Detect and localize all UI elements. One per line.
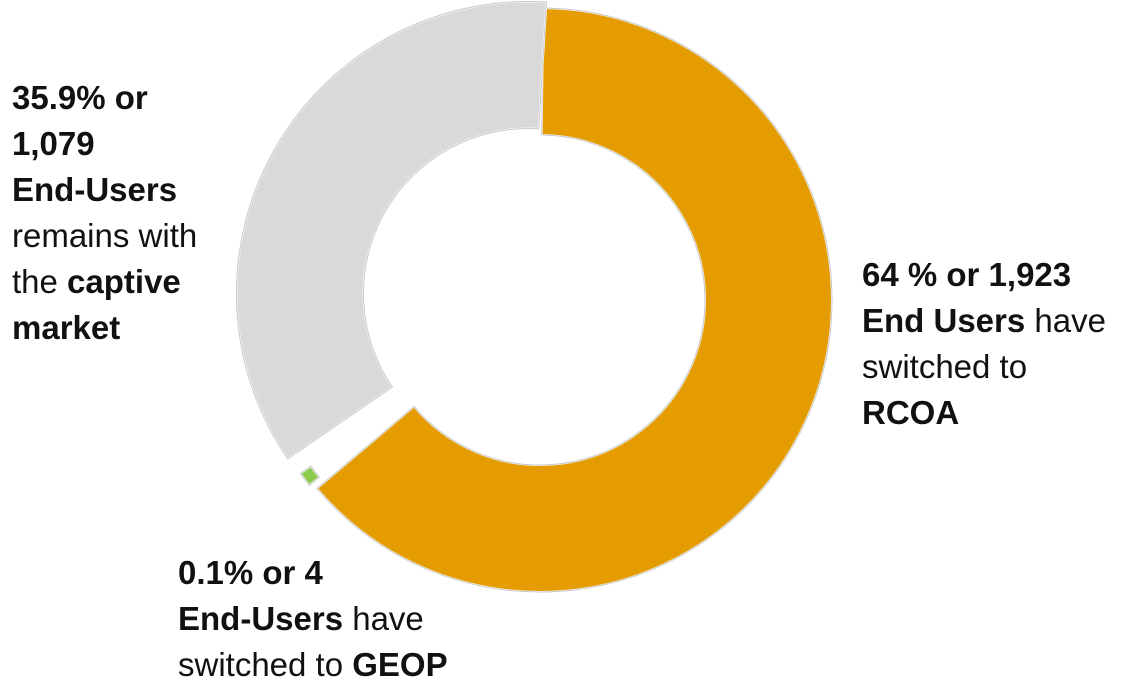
slice-label-line: 1,079 bbox=[12, 121, 252, 167]
slice-label-line: End-Users bbox=[12, 167, 252, 213]
donut-slice-outline-captive bbox=[235, 0, 547, 460]
donut-slice-geop bbox=[298, 464, 321, 487]
donut-slice-outline-rcoa bbox=[316, 7, 833, 593]
label-bold-text: End-Users bbox=[178, 600, 344, 637]
slice-label-line: 0.1% or 4 bbox=[178, 550, 498, 596]
label-bold-text: market bbox=[12, 309, 121, 346]
slice-label-line: the captive bbox=[12, 259, 252, 305]
donut-slice-outline-geop bbox=[299, 465, 321, 487]
label-bold-text: 35.9% or bbox=[12, 79, 148, 116]
slice-label-line: remains with bbox=[12, 213, 252, 259]
donut-slices bbox=[235, 0, 833, 593]
label-text: switched to bbox=[862, 348, 1028, 385]
slice-label-captive: 35.9% or 1,079 End-Users remains with the ca… bbox=[12, 75, 252, 351]
slice-label-geop: 0.1% or 4 End-Users have switched to GEOP bbox=[178, 550, 498, 688]
label-bold-text: 0.1% or 4 bbox=[178, 554, 323, 591]
slice-label-rcoa: 64 % or 1,923 End Users have switched to RC… bbox=[862, 252, 1130, 436]
slice-label-line: End-Users have bbox=[178, 596, 498, 642]
slice-label-line: switched to GEOP bbox=[178, 642, 498, 688]
slice-label-line: End Users have bbox=[862, 298, 1130, 344]
label-bold-text: 64 % or 1,923 bbox=[862, 256, 1072, 293]
label-text: switched to bbox=[178, 646, 353, 683]
slice-label-line: 64 % or 1,923 bbox=[862, 252, 1130, 298]
donut-slice-captive bbox=[235, 0, 548, 461]
label-text: have bbox=[1025, 302, 1106, 339]
label-bold-text: RCOA bbox=[862, 394, 960, 431]
label-bold-text: End Users bbox=[862, 302, 1026, 339]
label-bold-text: 1,079 bbox=[12, 125, 95, 162]
slice-label-line: switched to bbox=[862, 344, 1130, 390]
label-bold-text: GEOP bbox=[352, 646, 448, 683]
label-bold-text: captive bbox=[67, 263, 181, 300]
label-text: remains with bbox=[12, 217, 198, 254]
slice-label-line: RCOA bbox=[862, 390, 1130, 436]
label-bold-text: End-Users bbox=[12, 171, 178, 208]
slice-label-line: 35.9% or bbox=[12, 75, 252, 121]
label-text: the bbox=[12, 263, 68, 300]
label-text: have bbox=[343, 600, 424, 637]
slice-label-line: market bbox=[12, 305, 252, 351]
